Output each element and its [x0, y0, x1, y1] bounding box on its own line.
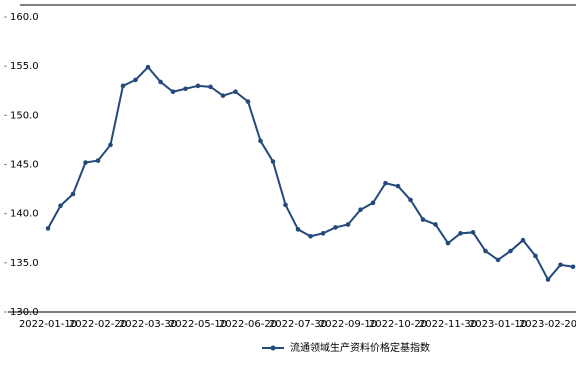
point [145, 64, 151, 70]
point [220, 93, 226, 98]
point [458, 231, 463, 236]
point [433, 222, 438, 227]
x-tick-label: 2022-09-10 [319, 319, 377, 330]
y-tick-label: 130.0 [10, 307, 39, 318]
x-tick-label: 2023-02-20 [519, 319, 576, 330]
point [108, 142, 113, 148]
y-tick-label: 135.0 [10, 258, 39, 269]
point [70, 191, 76, 197]
point [258, 138, 263, 144]
point [195, 83, 201, 89]
point [295, 227, 301, 232]
series-line [47, 65, 574, 282]
x-tick-label: 2022-11-30 [419, 319, 477, 330]
x-tick-label: 2022-03-30 [119, 319, 177, 330]
x-tick-label: 2022-02-20 [69, 319, 127, 330]
point [345, 222, 351, 227]
point [233, 89, 238, 95]
point [420, 217, 426, 222]
point [483, 248, 488, 254]
point [158, 79, 163, 85]
point [320, 231, 326, 236]
y-tick-label: 155.0 [10, 61, 39, 72]
point [245, 99, 251, 104]
point [270, 159, 276, 164]
point [133, 77, 138, 83]
x-tick-label: 2022-05-10 [169, 319, 227, 330]
x-tick-label: 2023-01-10 [469, 319, 527, 330]
y-tick-label: 160.0 [10, 12, 39, 23]
x-tick-label: 2022-06-20 [219, 319, 277, 330]
point [83, 160, 88, 165]
point [333, 225, 338, 230]
y-tick-label: 150.0 [10, 110, 39, 121]
y-tick-label: 145.0 [10, 160, 39, 171]
point [358, 207, 363, 213]
point [533, 253, 538, 259]
point [95, 158, 101, 163]
point [395, 183, 401, 189]
point [283, 202, 288, 208]
point [120, 83, 126, 89]
point [58, 203, 63, 209]
point [370, 200, 376, 206]
point [183, 86, 188, 92]
point [495, 257, 501, 263]
point [520, 237, 526, 243]
point [558, 262, 563, 268]
legend-marker [270, 345, 276, 351]
point [308, 233, 313, 239]
y-tick-label: 140.0 [10, 209, 39, 220]
point [383, 180, 388, 186]
x-tick-label: 2022-07-30 [269, 319, 327, 330]
x-tick-label: 2022-01-10 [19, 319, 77, 330]
point [508, 248, 513, 254]
point [170, 89, 176, 95]
x-tick-label: 2022-10-20 [369, 319, 427, 330]
point [545, 277, 551, 282]
point [208, 84, 213, 90]
point [408, 197, 413, 203]
point [570, 264, 576, 270]
legend-label: 流通领域生产资料价格定基指数 [290, 341, 430, 354]
point [445, 240, 451, 246]
point [470, 230, 476, 235]
point [45, 226, 51, 231]
